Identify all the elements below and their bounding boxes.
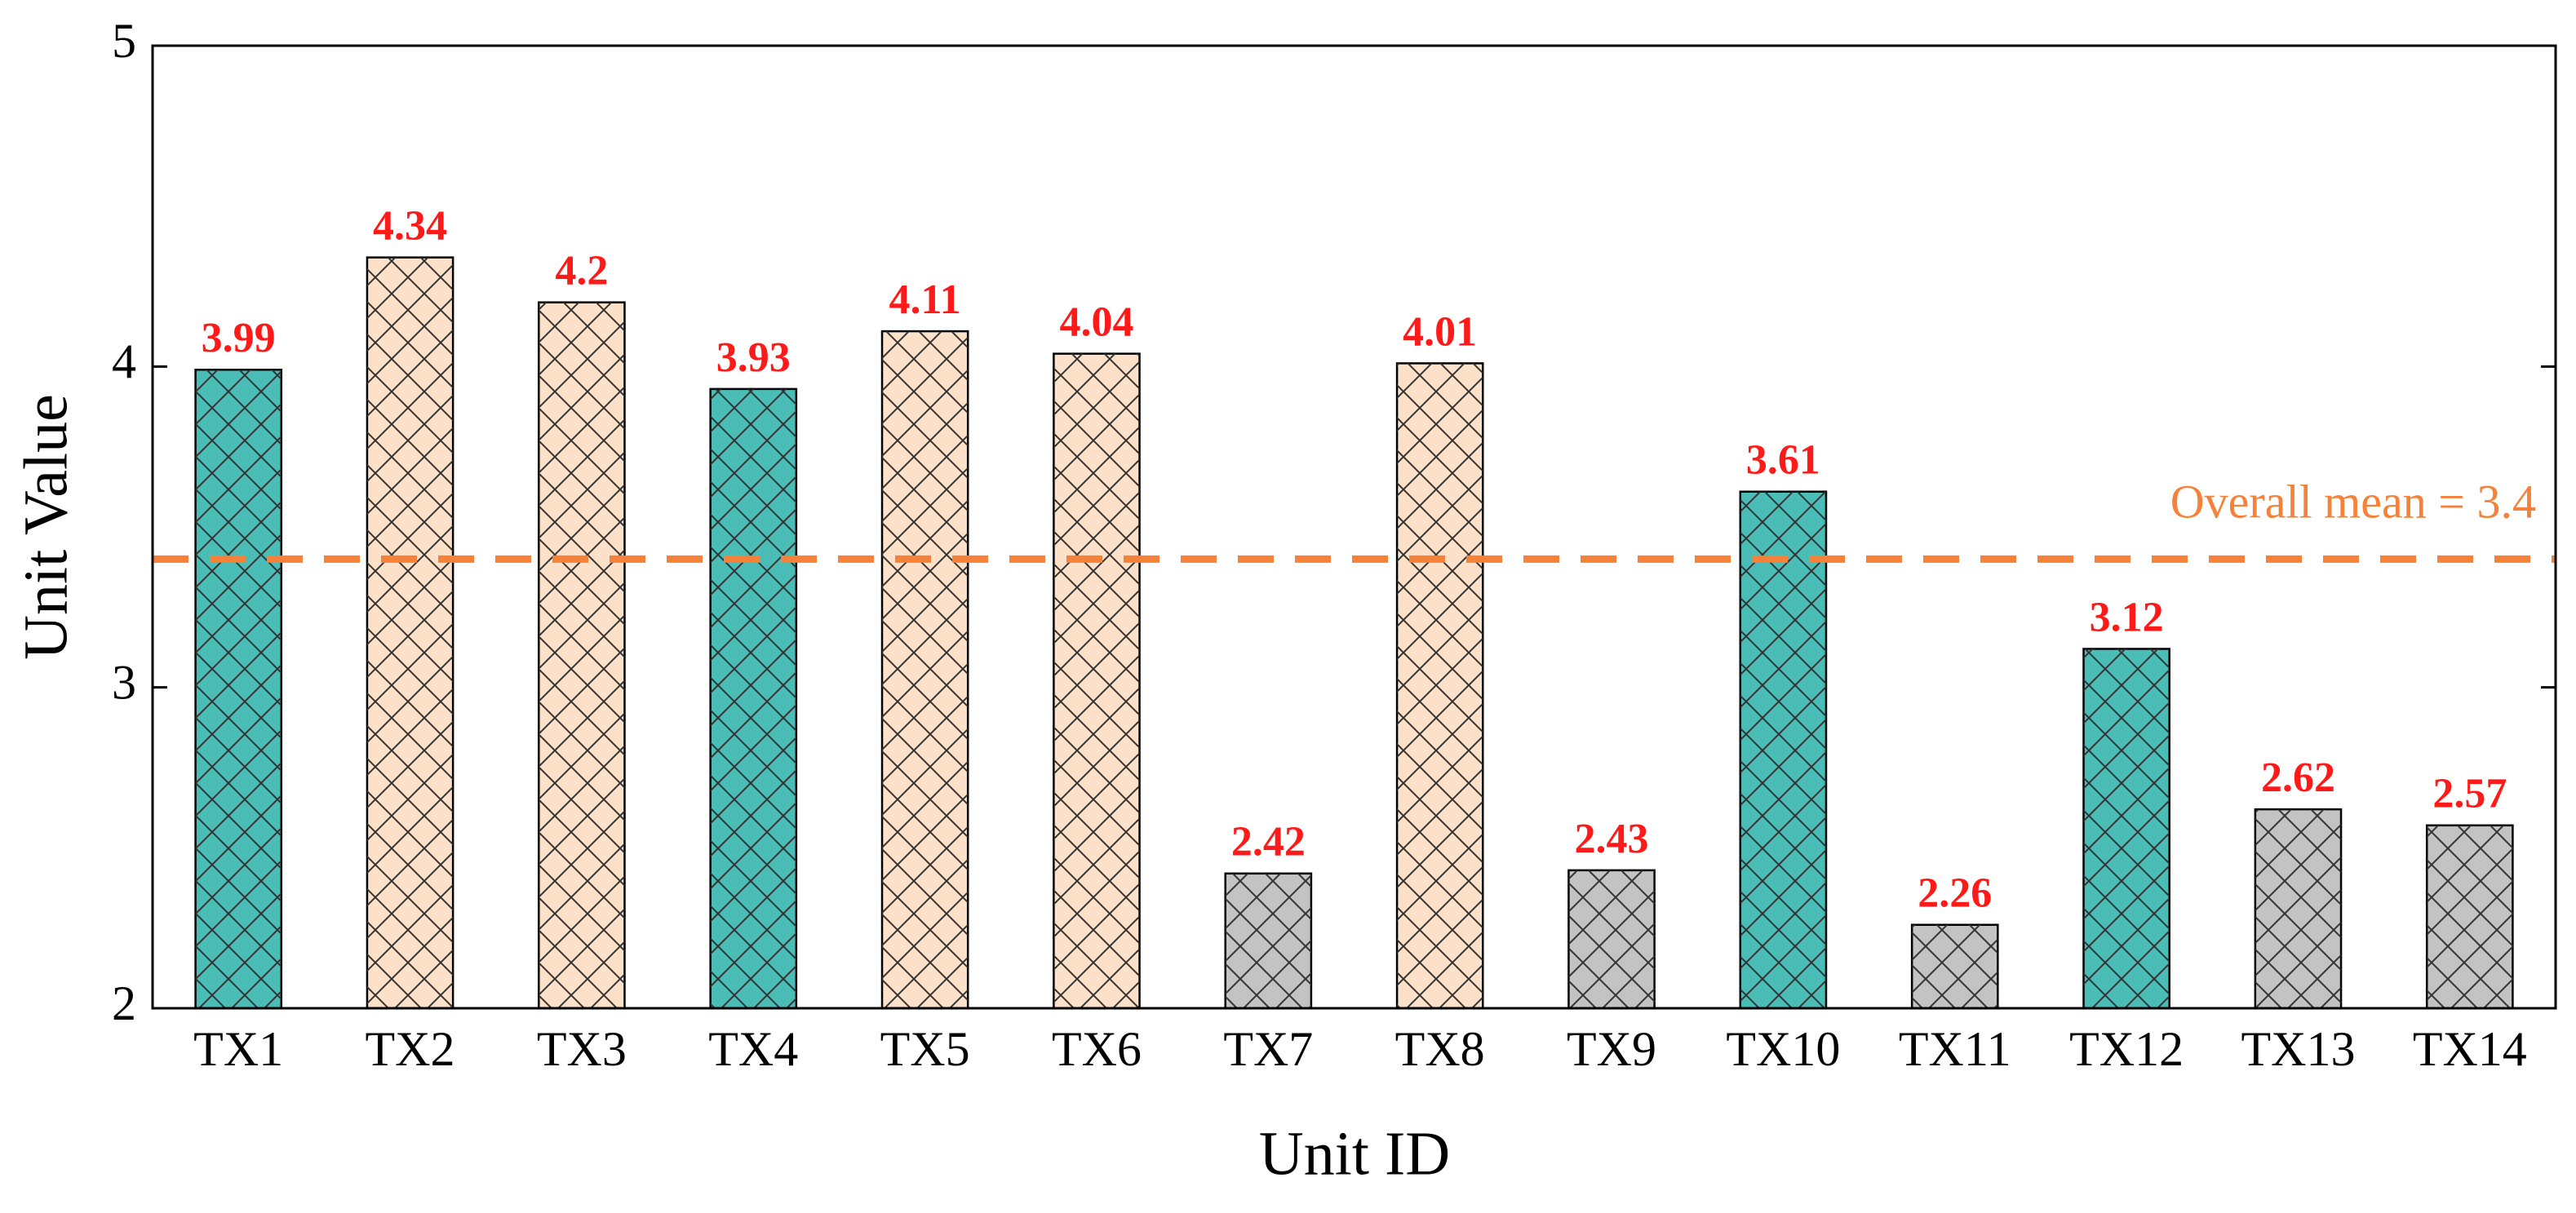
value-label: 4.11: [889, 277, 961, 323]
bar: [1053, 352, 1141, 1010]
x-tick-label: TX7: [1223, 1022, 1313, 1076]
value-label: 2.43: [1575, 816, 1649, 862]
value-label: 4.01: [1403, 308, 1477, 355]
bar: [2425, 824, 2514, 1010]
bar: [194, 369, 283, 1010]
bar: [1224, 872, 1313, 1010]
y-tick-label: 3: [112, 655, 136, 709]
x-tick-label: TX5: [880, 1022, 970, 1076]
x-tick-label: TX12: [2069, 1022, 2184, 1076]
value-label: 2.42: [1231, 819, 1306, 865]
x-tick-label: TX4: [708, 1022, 798, 1076]
y-tick-label: 4: [112, 334, 136, 388]
value-label: 3.93: [716, 334, 791, 381]
x-tick-label: TX11: [1899, 1022, 2011, 1076]
x-tick-label: TX6: [1052, 1022, 1142, 1076]
bar: [880, 330, 969, 1010]
x-tick-label: TX8: [1395, 1022, 1485, 1076]
value-label: 2.26: [1918, 870, 1992, 917]
x-axis-label: Unit ID: [1259, 1119, 1450, 1188]
plot-frame: [151, 44, 2557, 1010]
mean-label: Overall mean = 3.4: [2170, 476, 2536, 529]
bar: [2254, 808, 2343, 1010]
value-label: 4.04: [1059, 299, 1133, 346]
value-label: 3.99: [202, 315, 276, 361]
bar: [366, 256, 454, 1010]
bar: [709, 387, 798, 1010]
value-label: 2.62: [2261, 755, 2335, 801]
value-label: 4.2: [555, 248, 608, 294]
y-axis-label: Unit Value: [11, 394, 80, 660]
x-tick-label: TX3: [537, 1022, 627, 1076]
y-tick-label: 2: [112, 976, 136, 1030]
value-label: 3.61: [1746, 437, 1820, 484]
x-tick-label: TX9: [1567, 1022, 1656, 1076]
x-tick-label: TX2: [366, 1022, 455, 1076]
x-tick-label: TX13: [2241, 1022, 2355, 1076]
bar: [2082, 648, 2170, 1010]
x-tick-label: TX1: [193, 1022, 283, 1076]
bar: [1910, 923, 1999, 1010]
x-tick-label: TX10: [1726, 1022, 1840, 1076]
bar: [1739, 490, 1828, 1010]
bar: [1567, 869, 1656, 1010]
bar: [1395, 362, 1484, 1010]
bar: [538, 301, 626, 1010]
x-tick-label: TX14: [2413, 1022, 2527, 1076]
value-label: 2.57: [2432, 771, 2507, 817]
value-label: 3.12: [2090, 594, 2164, 640]
y-tick-label: 5: [112, 14, 136, 68]
value-label: 4.34: [373, 203, 447, 250]
